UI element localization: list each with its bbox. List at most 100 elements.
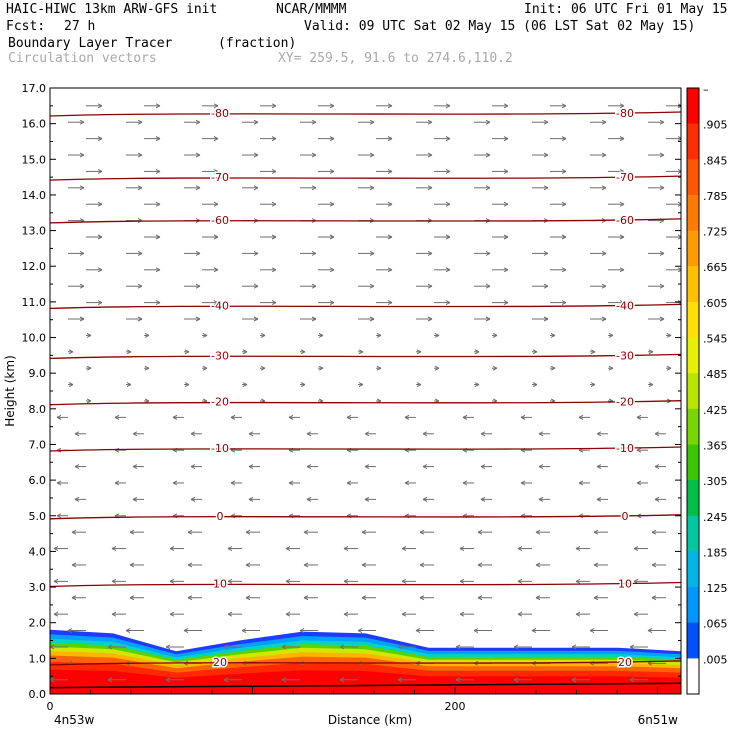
circulation-vector-head xyxy=(543,119,549,125)
circulation-vector-head xyxy=(659,185,665,191)
circulation-vector-head xyxy=(462,414,468,420)
circulation-vector-head xyxy=(285,546,291,552)
circulation-vector-head xyxy=(445,300,451,306)
circulation-vector-head xyxy=(532,349,538,355)
fcst-label: Fcst: xyxy=(6,19,46,34)
colorbar-label: .425 xyxy=(703,404,728,417)
circulation-vector-head xyxy=(137,283,143,289)
colorbar-swatch xyxy=(687,658,699,695)
circulation-vector-head xyxy=(137,250,143,256)
circulation-vector-head xyxy=(213,234,219,240)
circulation-vector-head xyxy=(306,431,312,437)
circulation-vector-head xyxy=(619,234,625,240)
circulation-vector-head xyxy=(195,119,201,125)
circulation-vector-head xyxy=(172,414,178,420)
colorbar-label: .605 xyxy=(703,297,728,310)
circulation-vector-head xyxy=(50,677,55,683)
circulation-vector-head xyxy=(245,595,251,601)
circulation-vector-head xyxy=(271,300,277,306)
contour-label: -30 xyxy=(616,349,634,362)
circulation-vector-head xyxy=(111,578,117,584)
circulation-vector-head xyxy=(248,496,254,502)
contour-label: 20 xyxy=(618,656,632,669)
circulation-vector-head xyxy=(132,496,138,502)
circulation-vector-head xyxy=(543,152,549,158)
vectors-label: Circulation vectors xyxy=(8,51,157,66)
circulation-vector-head xyxy=(677,267,681,273)
circulation-vector-head xyxy=(503,168,509,174)
circulation-vector-head xyxy=(677,136,681,142)
circulation-vector-head xyxy=(213,136,219,142)
circulation-vector-head xyxy=(144,332,150,338)
colorbar-label: .665 xyxy=(703,261,728,274)
circulation-vector-head xyxy=(223,677,229,683)
model-title: HAIC-HIWC 13km ARW-GFS init xyxy=(6,2,218,17)
circulation-vector-head xyxy=(578,414,584,420)
circulation-vector-head xyxy=(202,365,208,371)
circulation-vector-head xyxy=(445,136,451,142)
circulation-vector-head xyxy=(107,677,113,683)
y-tick-label: 16.0 xyxy=(22,118,47,131)
circulation-vector-head xyxy=(434,365,440,371)
circulation-vector-head xyxy=(311,250,317,256)
circulation-vector-head xyxy=(343,611,349,617)
circulation-vector-head xyxy=(422,496,428,502)
circulation-vector-head xyxy=(459,546,465,552)
circulation-vector-head xyxy=(462,480,468,486)
circulation-vector-head xyxy=(79,152,85,158)
circulation-vector-head xyxy=(404,414,410,420)
circulation-vector-head xyxy=(311,119,317,125)
circulation-vector-head xyxy=(666,332,672,338)
circulation-vector-head xyxy=(416,349,422,355)
circulation-vector-head xyxy=(169,578,175,584)
circulation-vector-head xyxy=(561,300,567,306)
contour-label: 0 xyxy=(217,510,224,523)
circulation-vector-head xyxy=(79,119,85,125)
circulation-vector-head xyxy=(571,644,577,650)
circulation-vector-head xyxy=(485,152,491,158)
circulation-vector-head xyxy=(97,103,103,109)
colorbar-swatch xyxy=(687,88,699,125)
contour-label: 20 xyxy=(213,656,227,669)
circulation-vector-head xyxy=(561,136,567,142)
temperature-contour xyxy=(50,303,681,310)
colorbar-swatch xyxy=(687,159,699,196)
circulation-vector-head xyxy=(419,562,425,568)
circulation-vector-head xyxy=(677,103,681,109)
circulation-vector-head xyxy=(281,644,287,650)
temperature-contour xyxy=(50,400,681,406)
circulation-vector-head xyxy=(213,300,219,306)
contour-label: -40 xyxy=(616,299,634,312)
circulation-vector-head xyxy=(184,382,190,388)
circulation-vector-head xyxy=(114,414,120,420)
circulation-vector-head xyxy=(575,611,581,617)
circulation-vector-head xyxy=(459,611,465,617)
circulation-vector-head xyxy=(416,382,422,388)
circulation-vector-head xyxy=(343,578,349,584)
temperature-contour xyxy=(50,660,681,666)
circulation-vector-head xyxy=(195,250,201,256)
colorbar-label: .125 xyxy=(703,582,728,595)
colorbar-swatch xyxy=(687,194,699,232)
circulation-vector-head xyxy=(492,365,498,371)
circulation-vector-head xyxy=(629,644,635,650)
y-tick-label: 5.0 xyxy=(29,510,47,523)
circulation-vector-head xyxy=(473,628,479,633)
circulation-vector-head xyxy=(114,480,120,486)
circulation-vector-head xyxy=(561,267,567,273)
circulation-vector-head xyxy=(503,300,509,306)
circulation-vector-head xyxy=(387,267,393,273)
x-right-end-label: 6n51w xyxy=(638,713,679,727)
circulation-vector-head xyxy=(571,677,577,683)
circulation-vector-head xyxy=(97,136,103,142)
circulation-vector-head xyxy=(422,464,428,470)
circulation-vector-head xyxy=(427,185,433,191)
circulation-vector-head xyxy=(427,119,433,125)
circulation-vector-head xyxy=(311,316,317,322)
circulation-vector-head xyxy=(303,529,309,535)
circulation-vector-head xyxy=(190,464,196,470)
y-tick-label: 7.0 xyxy=(29,438,47,451)
colorbar-swatch xyxy=(687,301,699,339)
circulation-vector-head xyxy=(56,513,62,519)
circulation-vector-head xyxy=(677,168,681,174)
